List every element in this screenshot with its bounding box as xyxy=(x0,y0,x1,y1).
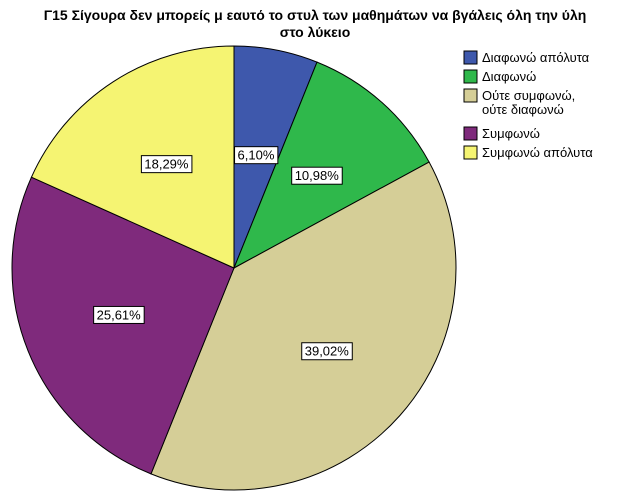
data-label-box-4 xyxy=(93,305,145,324)
legend-label-3-line-2: ούτε διαφωνώ xyxy=(482,102,564,117)
legend-label-1: Διαφωνώ απόλυτα xyxy=(482,50,590,65)
legend-item-2: Διαφωνώ xyxy=(463,69,536,84)
legend: Διαφωνώ απόλυτα Διαφωνώ Ούτε συμφωνώ,ούτε … xyxy=(463,50,593,160)
data-label-text-3: 39,02% xyxy=(305,344,350,359)
data-label-box-2 xyxy=(291,166,343,185)
pie-slice-4 xyxy=(11,176,235,475)
data-label-3: 39,02% xyxy=(301,342,353,361)
data-label-box-3 xyxy=(301,342,353,361)
legend-item-4: Συμφωνώ xyxy=(463,126,540,141)
legend-swatch-3 xyxy=(463,88,478,103)
data-label-2: 10,98% xyxy=(291,166,343,185)
pie-slice-5 xyxy=(30,45,235,269)
chart-title-line-1: Γ15 Σίγουρα δεν μπορείς μ εαυτό το στυλ … xyxy=(44,7,587,23)
data-label-1: 6,10% xyxy=(234,146,279,165)
data-label-text-4: 25,61% xyxy=(97,307,142,322)
legend-label-3-line-1: Ούτε συμφωνώ, xyxy=(482,88,575,103)
pie-slices xyxy=(11,45,457,491)
legend-swatch-1 xyxy=(463,50,478,65)
legend-item-3: Ούτε συμφωνώ,ούτε διαφωνώ xyxy=(463,88,575,117)
data-label-4: 25,61% xyxy=(93,305,145,324)
data-label-box-1 xyxy=(234,146,279,165)
legend-label-2: Διαφωνώ xyxy=(482,69,536,84)
pie-slice-2 xyxy=(233,61,430,270)
pie-data-labels: 6,10% 10,98% 39,02% 25,61% 18,29% xyxy=(93,146,353,361)
legend-swatch-2 xyxy=(463,69,478,84)
legend-swatch-5 xyxy=(463,145,478,160)
data-label-box-5 xyxy=(140,155,193,174)
chart-title-line-2: στο λύκειο xyxy=(280,24,351,40)
legend-item-1: Διαφωνώ απόλυτα xyxy=(463,50,590,65)
data-label-5: 18,29% xyxy=(140,155,193,174)
data-label-text-2: 10,98% xyxy=(295,168,340,183)
pie-slice-3 xyxy=(150,161,457,491)
legend-swatch-4 xyxy=(463,126,478,141)
legend-label-4: Συμφωνώ xyxy=(482,126,540,141)
legend-label-5: Συμφωνώ απόλυτα xyxy=(482,145,593,160)
legend-item-5: Συμφωνώ απόλυτα xyxy=(463,145,593,160)
data-label-text-1: 6,10% xyxy=(238,148,275,163)
data-label-text-5: 18,29% xyxy=(144,157,189,172)
